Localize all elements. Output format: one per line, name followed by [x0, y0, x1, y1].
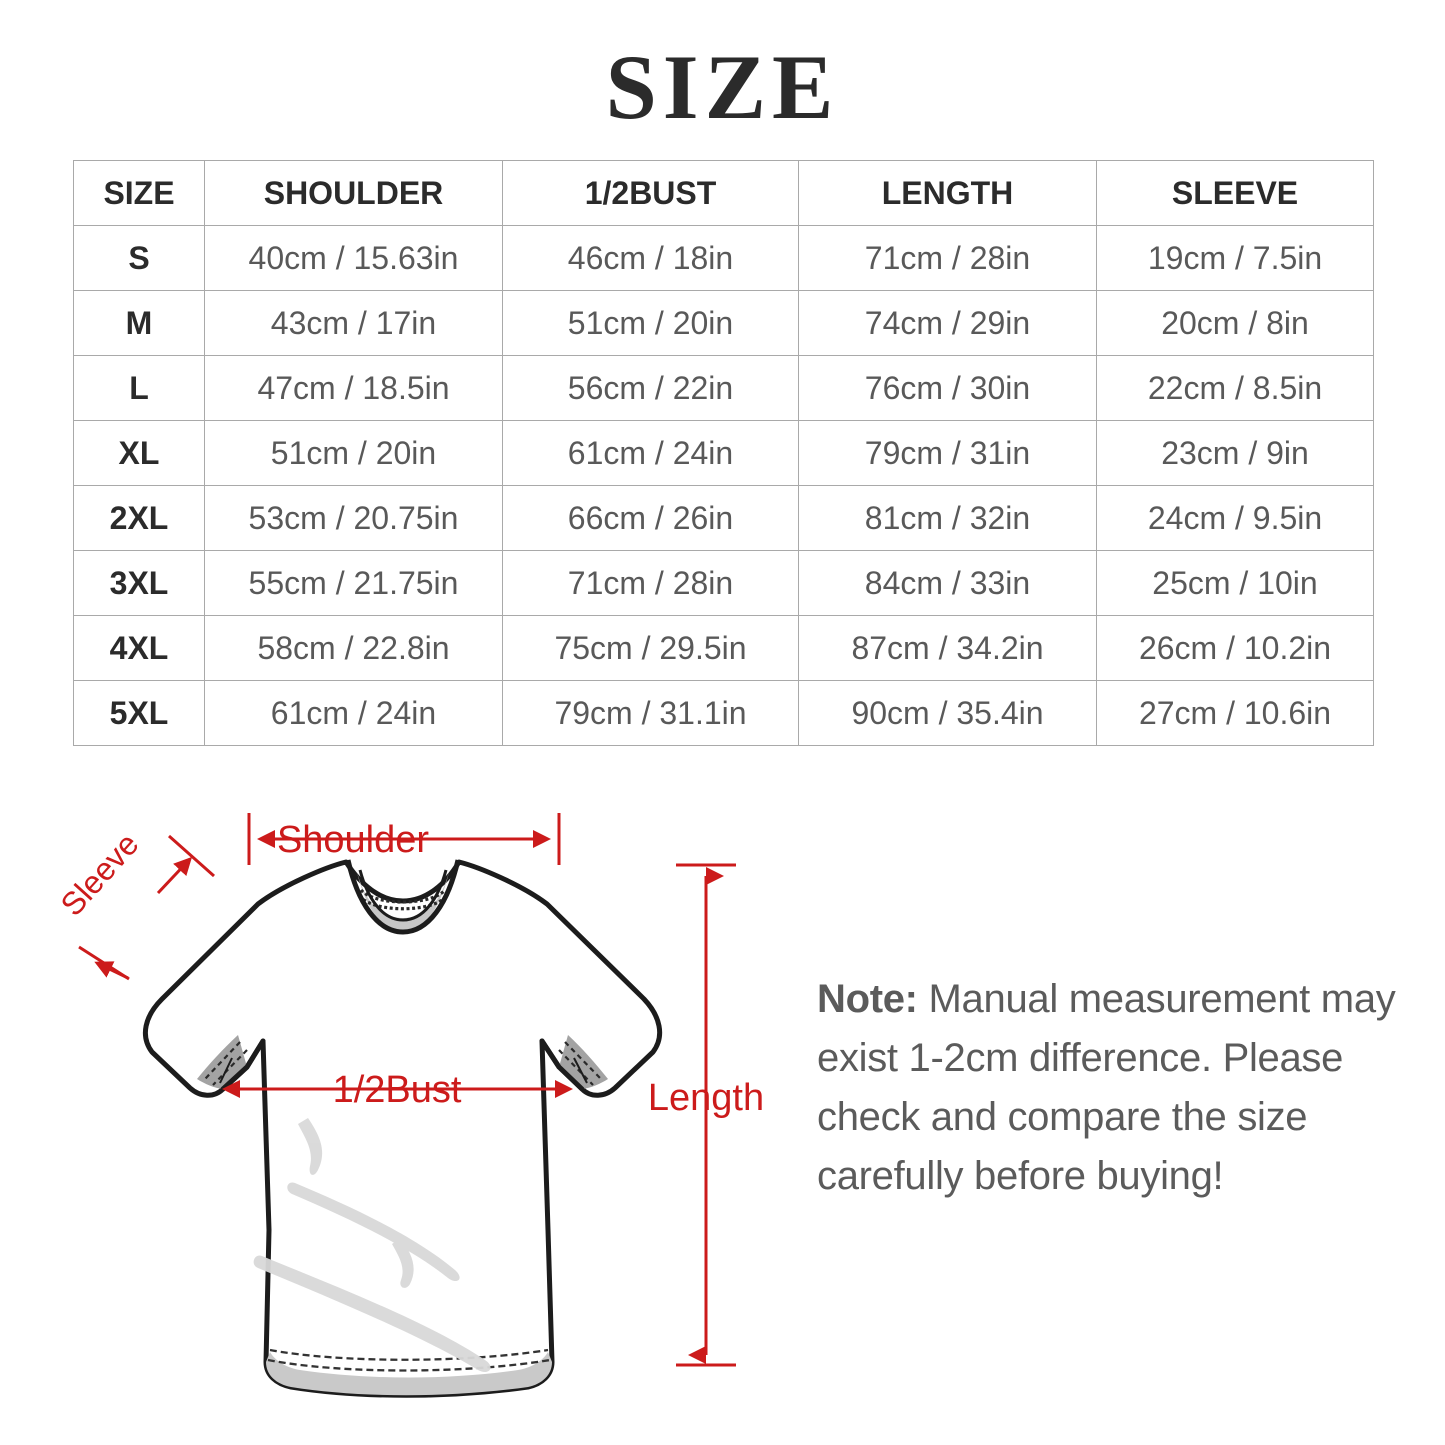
svg-text:Sleeve: Sleeve	[53, 826, 145, 923]
svg-text:Shoulder: Shoulder	[277, 819, 429, 861]
svg-text:1/2Bust: 1/2Bust	[333, 1069, 462, 1111]
svg-text:Length: Length	[648, 1077, 764, 1119]
